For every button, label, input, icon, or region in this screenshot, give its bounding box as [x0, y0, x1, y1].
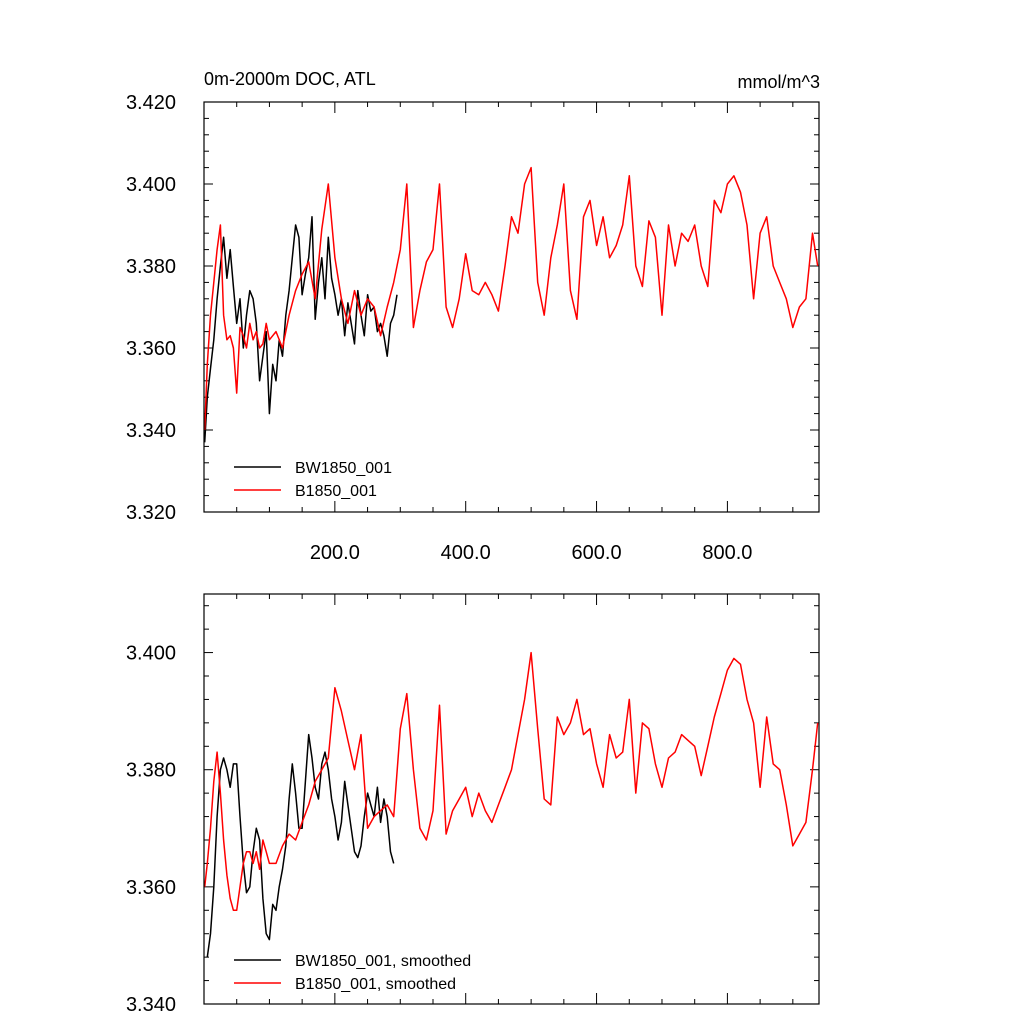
bottom-plot-frame [203, 593, 820, 1005]
y-tick-label: 3.360 [126, 338, 176, 360]
top-series-line-bw1850 [203, 216, 398, 443]
y-tick-label: 3.320 [126, 502, 176, 524]
bottom-legend-label-b1850: B1850_001, smoothed [295, 976, 456, 993]
top-title-left: 0m-2000m DOC, ATL [204, 69, 376, 89]
bottom-panel: 3.340 3.360 3.380 3.400 BW1850_001, smoothe… [126, 593, 820, 1016]
top-title-right: mmol/m^3 [738, 72, 820, 92]
bottom-series-lines [203, 651, 819, 958]
bottom-legend-label-bw1850: BW1850_001, smoothed [295, 953, 471, 970]
top-series-lines [203, 166, 819, 443]
y-tick-label: 3.400 [126, 174, 176, 196]
y-tick-label: 3.360 [126, 877, 176, 899]
y-tick-label: 3.380 [126, 256, 176, 278]
top-series-line-b1850 [203, 166, 819, 431]
top-legend: BW1850_001 B1850_001 [234, 460, 392, 500]
bottom-legend: BW1850_001, smoothed B1850_001, smoothed [234, 953, 471, 993]
x-tick-label: 800.0 [702, 542, 752, 564]
y-tick-label: 3.400 [126, 643, 176, 665]
top-legend-label-bw1850: BW1850_001 [295, 460, 392, 477]
bottom-axis-ticks [204, 594, 819, 1005]
top-panel: 0m-2000m DOC, ATL mmol/m^3 3.3203.3403.3… [126, 69, 820, 564]
top-axis-ticks [204, 101, 819, 513]
y-tick-label: 3.380 [126, 760, 176, 782]
top-plot-frame [203, 101, 820, 513]
x-tick-label: 600.0 [572, 542, 622, 564]
x-tick-label: 200.0 [310, 542, 360, 564]
top-legend-label-b1850: B1850_001 [295, 483, 377, 500]
y-tick-label: 3.340 [126, 994, 176, 1016]
x-tick-label: 400.0 [441, 542, 491, 564]
top-x-tick-labels: 200.0 400.0 600.0 800.0 [310, 542, 753, 564]
top-y-tick-labels: 3.320 3.340 3.360 3.380 3.400 3.420 [126, 92, 176, 524]
y-tick-label: 3.420 [126, 92, 176, 114]
bottom-y-tick-labels: 3.340 3.360 3.380 3.400 [126, 643, 176, 1016]
y-tick-label: 3.340 [126, 420, 176, 442]
bottom-series-line-b1850 [203, 651, 819, 912]
